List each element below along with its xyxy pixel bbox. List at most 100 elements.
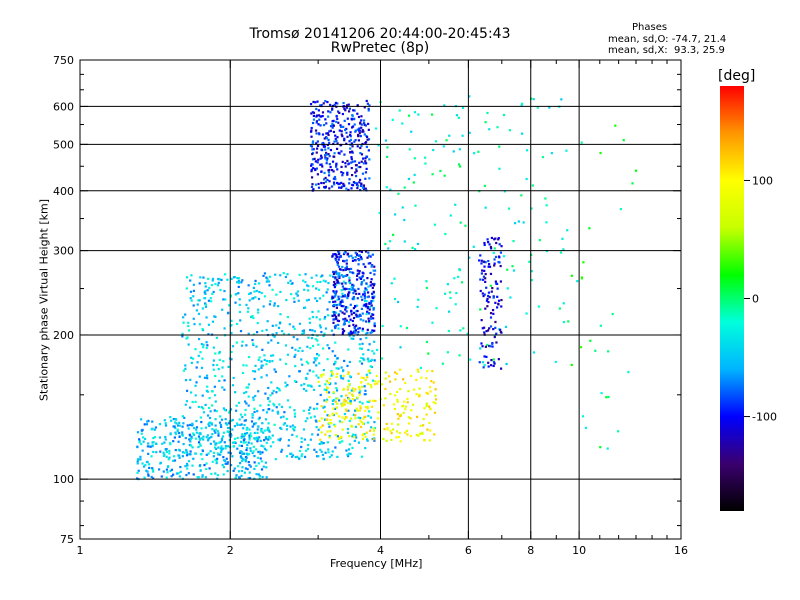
data-point [311, 344, 315, 348]
data-point [295, 435, 298, 438]
data-point [367, 128, 370, 131]
data-point [335, 120, 338, 123]
data-point [328, 414, 331, 417]
data-point [315, 120, 319, 123]
data-point [354, 388, 357, 391]
data-point [457, 116, 460, 119]
data-point [291, 346, 294, 349]
data-point [321, 114, 324, 118]
data-point [340, 289, 343, 292]
data-point [309, 347, 312, 350]
data-point [489, 272, 493, 276]
data-point [200, 366, 204, 369]
data-point [215, 410, 218, 413]
data-point [345, 319, 348, 322]
data-point [350, 417, 353, 420]
data-point [214, 315, 217, 318]
data-point [368, 308, 371, 311]
data-point [357, 416, 360, 419]
data-point [293, 415, 297, 418]
data-point [202, 276, 205, 279]
data-point [221, 386, 224, 389]
data-point [358, 391, 361, 394]
data-point [242, 364, 245, 367]
data-point [152, 477, 155, 480]
data-point [331, 108, 334, 111]
data-point [246, 468, 249, 471]
data-point [423, 438, 426, 442]
data-point [494, 326, 497, 329]
data-point [345, 131, 348, 134]
data-point [320, 330, 323, 334]
data-point [513, 222, 517, 225]
data-point [345, 127, 348, 131]
chart-title: Tromsø 20141206 20:44:00-20:45:43 [249, 26, 511, 42]
data-point [335, 253, 338, 256]
data-point [441, 362, 444, 365]
data-point [360, 281, 364, 284]
data-point [273, 302, 276, 305]
data-point [222, 473, 225, 476]
data-point [140, 432, 143, 435]
data-point [352, 433, 355, 436]
data-point [365, 438, 369, 441]
data-point [199, 416, 202, 419]
data-point [484, 272, 487, 276]
data-point [241, 452, 244, 455]
data-point [217, 446, 220, 449]
data-point [352, 181, 355, 184]
x-tick-label: 4 [377, 544, 384, 557]
data-point [293, 429, 296, 432]
data-point [309, 406, 312, 409]
data-point [352, 311, 356, 315]
data-point [328, 347, 331, 350]
data-point [312, 118, 316, 121]
data-point [214, 374, 217, 378]
data-point [354, 331, 357, 334]
data-point [201, 475, 204, 478]
data-point [315, 407, 319, 410]
data-point [363, 385, 366, 388]
data-point [222, 456, 225, 459]
data-point [336, 263, 339, 266]
data-point [317, 455, 320, 458]
data-point [350, 254, 353, 257]
data-point [365, 336, 368, 340]
stats-o-mode: mean, sd,O: -74.7, 21.4 [608, 34, 727, 45]
data-point [509, 296, 512, 299]
data-point [361, 437, 365, 441]
data-point [277, 412, 280, 415]
data-point [322, 279, 325, 282]
data-point [207, 277, 210, 280]
data-point [364, 162, 368, 165]
data-point [243, 423, 246, 427]
data-point [373, 359, 376, 362]
data-point [204, 426, 208, 429]
data-point [331, 413, 334, 416]
data-point [353, 399, 356, 402]
data-point [198, 323, 201, 326]
data-point [347, 110, 351, 113]
data-point [576, 280, 579, 283]
data-point [606, 447, 609, 450]
data-point [297, 349, 300, 353]
data-point [185, 276, 189, 279]
data-point [507, 207, 511, 210]
data-point [153, 428, 156, 431]
data-point [368, 399, 371, 402]
data-point [486, 238, 489, 241]
data-point [486, 111, 489, 115]
data-point [194, 437, 198, 440]
data-point [188, 433, 191, 436]
data-point [314, 359, 317, 362]
data-point [197, 299, 200, 302]
data-point [330, 185, 334, 188]
data-point [377, 411, 380, 414]
data-point [351, 446, 354, 450]
data-point [342, 280, 346, 283]
data-point [214, 424, 217, 427]
data-point [238, 451, 242, 454]
data-point [326, 344, 329, 347]
data-point [301, 332, 304, 335]
data-point [315, 450, 318, 454]
